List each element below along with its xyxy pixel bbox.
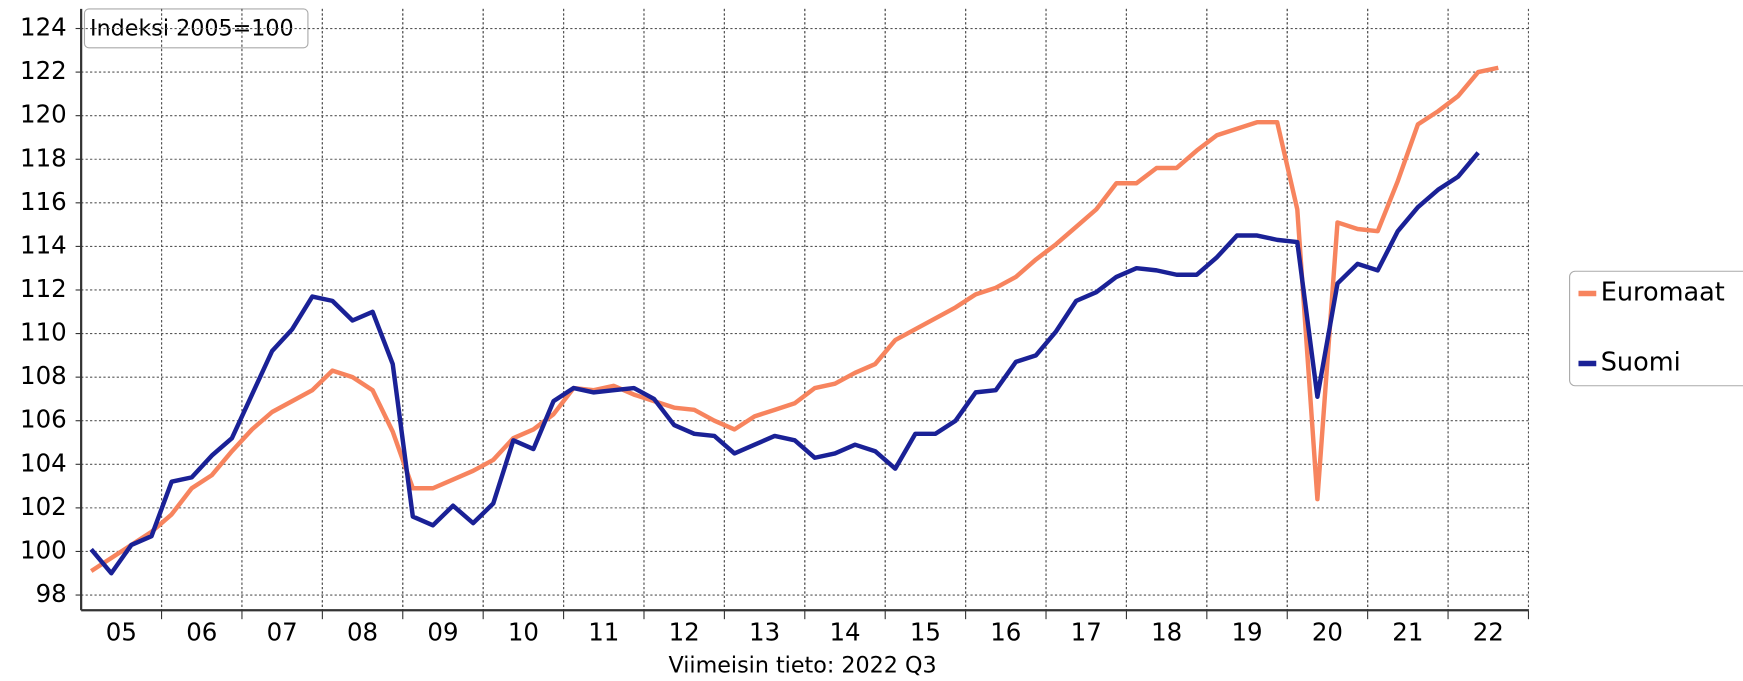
x-tick-label: 07	[267, 618, 298, 647]
y-tick-label: 100	[20, 535, 67, 564]
annotation: Indeksi 2005=100	[90, 15, 294, 41]
x-tick-label: 20	[1312, 618, 1343, 647]
x-tick-label: 21	[1392, 618, 1423, 647]
x-tick-label: 13	[749, 618, 780, 647]
y-tick-label: 112	[20, 274, 67, 303]
x-tick-label: 15	[910, 618, 941, 647]
x-tick-label: 08	[347, 618, 378, 647]
series-line	[89, 151, 1480, 576]
x-tick-label: 11	[588, 618, 619, 647]
x-tick-label: 09	[427, 618, 458, 647]
y-tick-label: 122	[20, 56, 67, 85]
y-tick-label: 120	[20, 100, 67, 129]
x-tick-label: 22	[1473, 618, 1504, 647]
legend-label: Euromaat	[1601, 277, 1725, 307]
y-tick-label: 106	[20, 405, 67, 434]
legend-label: Suomi	[1601, 348, 1681, 378]
y-tick-label: 118	[20, 143, 67, 172]
y-tick-label: 104	[20, 448, 67, 477]
x-tick-label: 12	[669, 618, 700, 647]
y-tick-label: 114	[20, 230, 67, 259]
y-tick-label: 124	[20, 13, 67, 42]
y-tick-label: 110	[20, 318, 67, 347]
y-tick-label: 98	[36, 579, 67, 608]
x-tick-label: 16	[990, 618, 1021, 647]
x-tick-label: 14	[829, 618, 860, 647]
series-line	[89, 65, 1499, 573]
x-tick-label: 17	[1071, 618, 1102, 647]
x-tick-label: 05	[106, 618, 137, 647]
legend-box	[1569, 270, 1743, 387]
y-tick-label: 116	[20, 187, 67, 216]
x-tick-label: 18	[1151, 618, 1182, 647]
y-tick-label: 102	[20, 492, 67, 521]
x-tick-label: 06	[186, 618, 217, 647]
x-tick-label: 19	[1231, 618, 1262, 647]
x-tick-label: 10	[508, 618, 539, 647]
footer: Viimeisin tieto: 2022 Q3	[669, 652, 937, 677]
y-tick-label: 108	[20, 361, 67, 390]
